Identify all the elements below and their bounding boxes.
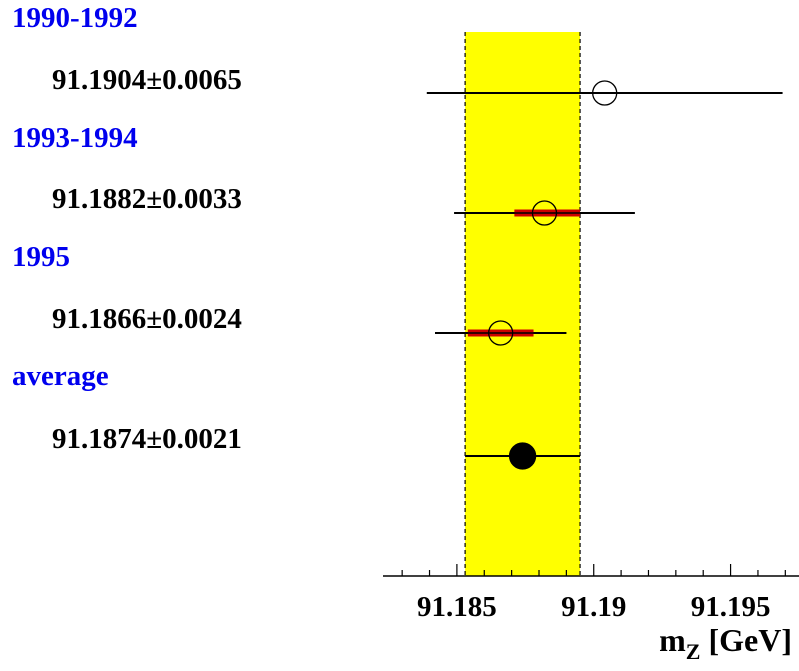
x-tick-label: 91.19 <box>561 591 626 623</box>
x-axis-label-unit: [GeV] <box>700 622 792 658</box>
period-label-average: average <box>12 360 109 392</box>
x-tick-label: 91.185 <box>417 591 497 623</box>
period-label-1993-1994: 1993-1994 <box>12 122 138 154</box>
period-label-1995: 1995 <box>12 241 70 273</box>
average-band <box>465 32 581 576</box>
marker-average <box>508 442 537 470</box>
x-axis-label-subscript: Z <box>686 639 701 664</box>
x-axis-label-symbol: m <box>659 622 686 658</box>
marker-1993-1994 <box>531 200 558 226</box>
value-label-1990-1992: 91.1904±0.0065 <box>52 64 242 96</box>
value-label-1993-1994: 91.1882±0.0033 <box>52 183 242 215</box>
marker-1995 <box>488 320 514 346</box>
value-label-average: 91.1874±0.0021 <box>52 423 242 455</box>
x-tick-label: 91.195 <box>691 591 771 623</box>
x-axis-label: mZ [GeV] <box>659 622 792 664</box>
value-label-1995: 91.1866±0.0024 <box>52 303 242 335</box>
marker-1990-1992 <box>592 80 618 106</box>
period-label-1990-1992: 1990-1992 <box>12 2 138 34</box>
